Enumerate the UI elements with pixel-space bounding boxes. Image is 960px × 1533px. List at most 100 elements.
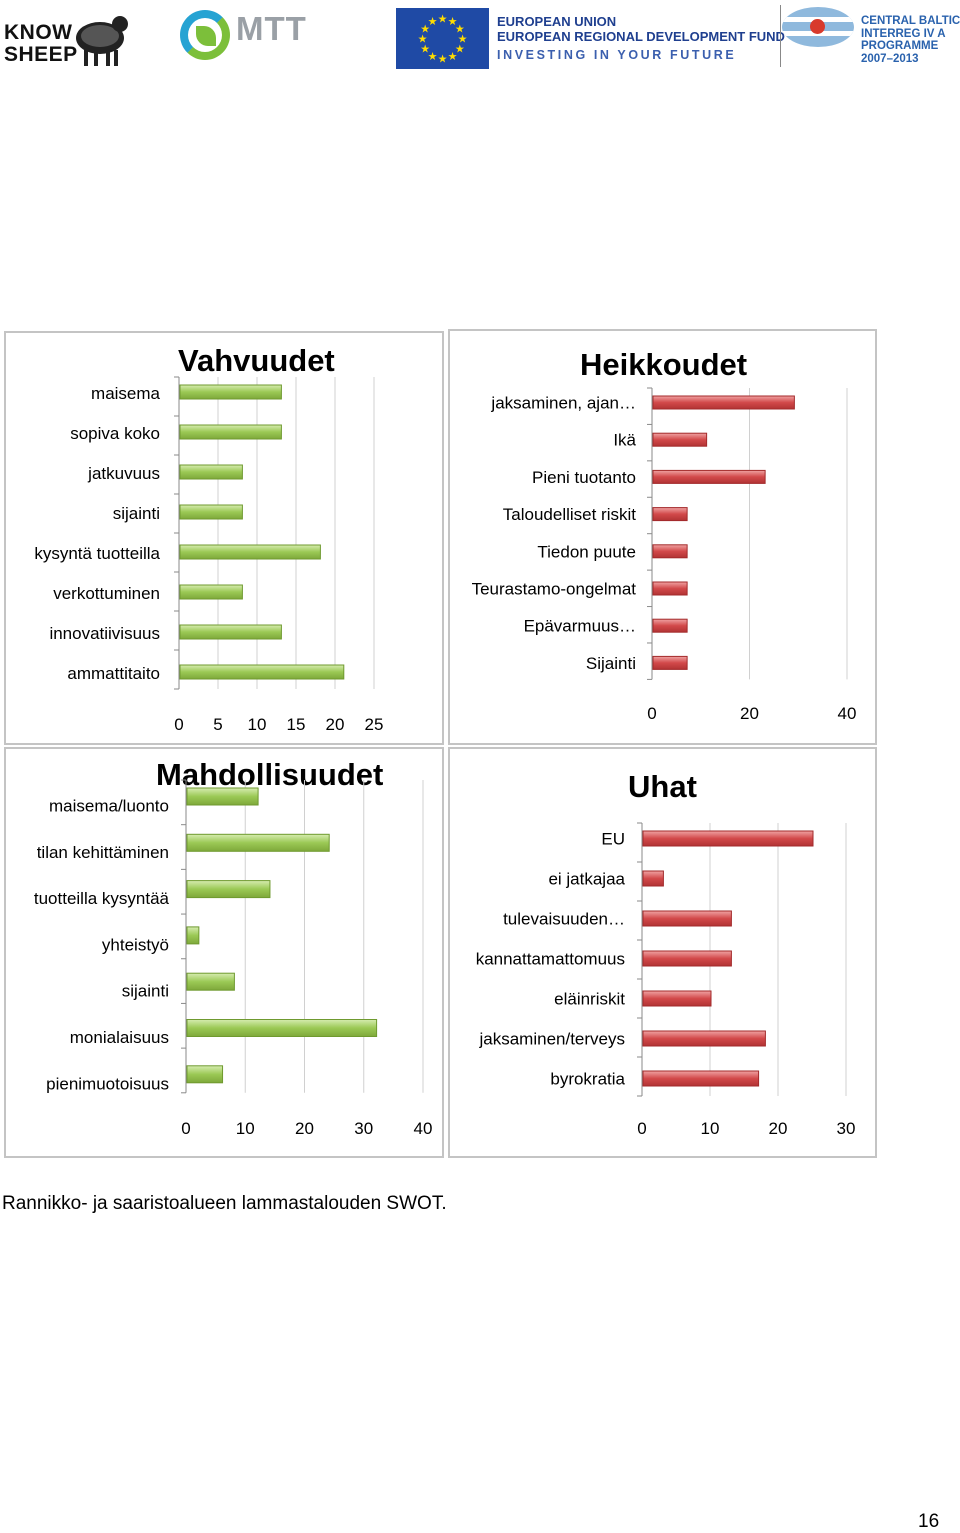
chart-heikkoudet-plot: jaksaminen, ajan… Ikä Pieni tuotanto Taloud… (472, 387, 857, 723)
category-label: kysyntä tuotteilla (34, 544, 160, 563)
tick-label: 0 (181, 1119, 190, 1138)
mtt-wordmark: MTT (236, 10, 307, 47)
category-label: maisema (91, 384, 161, 403)
bar (179, 544, 321, 560)
tick-label: 30 (837, 1119, 856, 1138)
bar (642, 950, 732, 967)
bar (186, 1019, 378, 1037)
category-label: tilan kehittäminen (37, 843, 169, 862)
central-baltic-logo: CENTRAL BALTIC INTERREG IV A PROGRAMME 2… (782, 5, 960, 69)
chart-mahdollisuudet: Mahdollisuudet maisema/luonto tilan kehit… (4, 747, 444, 1158)
eu-star-icon: ★ (418, 34, 428, 46)
tick-label: 10 (236, 1119, 255, 1138)
bar (642, 910, 732, 927)
bar (186, 926, 200, 945)
category-label: Tiedon puute (537, 542, 636, 561)
bar (652, 655, 688, 670)
category-label: byrokratia (550, 1070, 625, 1089)
category-label: innovatiivisuus (49, 624, 160, 643)
bar (186, 833, 330, 852)
category-label: Pieni tuotanto (532, 468, 636, 487)
chart-heikkoudet: Heikkoudet jaksaminen, ajan… Ikä Pieni tuo… (448, 329, 877, 745)
figure-caption: Rannikko- ja saaristoalueen lammastaloud… (2, 1193, 447, 1214)
category-label: kannattamattomuus (476, 950, 625, 969)
bar (186, 1065, 224, 1084)
chart-vahvuudet-plot: maisema sopiva koko jatkuvuus sijainti kysyn… (34, 376, 384, 734)
tick-label: 40 (838, 704, 857, 723)
tick-label: 40 (414, 1119, 433, 1138)
tick-label: 0 (174, 715, 183, 734)
page-number: 16 (918, 1511, 940, 1532)
category-label: sijainti (122, 982, 169, 1001)
eu-star-icon: ★ (438, 14, 448, 26)
bar (652, 469, 766, 484)
mtt-ring-icon (180, 10, 230, 60)
category-label: maisema/luonto (49, 797, 169, 816)
chart-uhat-plot: EU ei jatkajaa tulevaisuuden… kannattamatto… (476, 822, 856, 1138)
tick-label: 10 (701, 1119, 720, 1138)
knowsheep-logo: KNOW SHEEP (4, 6, 134, 68)
bar (186, 972, 235, 991)
eu-line-3: INVESTING IN YOUR FUTURE (497, 48, 737, 62)
tick-label: 10 (248, 715, 267, 734)
eu-line-1: EUROPEAN UNION (497, 14, 617, 29)
category-label: ei jatkajaa (548, 870, 625, 889)
bar (642, 1070, 760, 1087)
bar (642, 870, 664, 887)
bar (652, 618, 688, 633)
tick-label: 20 (295, 1119, 314, 1138)
category-label: Epävarmuus… (524, 617, 636, 636)
bar (179, 384, 282, 400)
category-label: Ikä (613, 431, 636, 450)
eu-star-icon: ★ (455, 44, 465, 56)
bar (179, 464, 243, 480)
tick-label: 20 (740, 704, 759, 723)
category-label: tuotteilla kysyntää (34, 889, 170, 908)
eu-stars-icon: ★ ★★★★★★★★★★★ (418, 14, 468, 66)
eu-star-icon: ★ (438, 54, 448, 66)
bar (179, 624, 282, 640)
tick-label: 5 (213, 715, 222, 734)
bar (179, 504, 243, 520)
bar (652, 432, 708, 447)
tick-label: 25 (365, 715, 384, 734)
chart-vahvuudet: Vahvuudet maisema sopiva koko jatkuvuus sij… (4, 331, 444, 745)
category-label: Taloudelliset riskit (503, 505, 636, 524)
category-label: ammattitaito (67, 664, 160, 683)
bar (179, 424, 282, 440)
bar (179, 664, 345, 680)
eu-star-icon: ★ (458, 34, 468, 46)
eu-star-icon: ★ (428, 16, 438, 28)
category-label: sopiva koko (70, 424, 160, 443)
cb-line-4: 2007–2013 (861, 52, 919, 65)
bar (179, 584, 243, 600)
tick-label: 0 (637, 1119, 646, 1138)
category-label: sijainti (113, 504, 160, 523)
category-label: verkottuminen (53, 584, 160, 603)
knowsheep-word-know: KNOW (4, 21, 73, 44)
category-label: EU (601, 830, 625, 849)
sheep-icon (76, 16, 128, 66)
bar (652, 395, 795, 410)
category-label: Teurastamo-ongelmat (472, 580, 637, 599)
chart-mahdollisuudet-plot: maisema/luonto tilan kehittäminen tuotteil… (34, 779, 433, 1138)
category-label: monialaisuus (70, 1028, 169, 1047)
category-label: yhteistyö (102, 935, 169, 954)
tick-label: 20 (769, 1119, 788, 1138)
eu-star-icon: ★ (448, 51, 458, 63)
category-label: eläinriskit (554, 990, 625, 1009)
eu-star-icon: ★ (448, 16, 458, 28)
tick-label: 30 (354, 1119, 373, 1138)
chart-title-mahdollisuudet: Mahdollisuudet (156, 757, 384, 792)
category-label: jaksaminen, ajan… (490, 394, 636, 413)
tick-label: 0 (647, 704, 656, 723)
chart-title-vahvuudet: Vahvuudet (178, 343, 335, 378)
tick-label: 15 (287, 715, 306, 734)
chart-uhat: Uhat EU ei jatkajaa tulevaisuuden… kannatta… (448, 747, 877, 1158)
bar (642, 1030, 766, 1047)
category-label: jatkuvuus (87, 464, 160, 483)
mtt-leaf-icon (196, 26, 216, 46)
bar (642, 830, 814, 847)
eu-star-icon: ★ (420, 44, 430, 56)
bar (186, 787, 259, 806)
